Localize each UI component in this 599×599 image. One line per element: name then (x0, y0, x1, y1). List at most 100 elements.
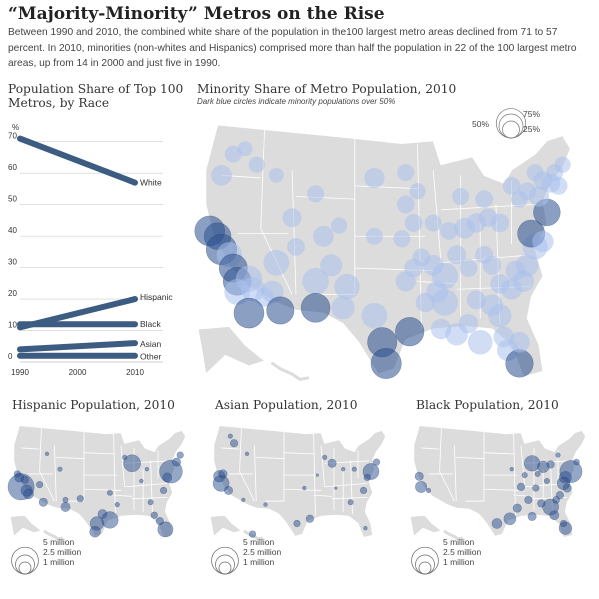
main-metro-bubble (320, 254, 343, 277)
main-metro-bubble (510, 190, 528, 208)
main-metro-bubble (334, 273, 360, 300)
asian-metro-bubble (305, 514, 314, 523)
hispanic-legend-circle-1-million (18, 561, 32, 575)
hispanic-metro-bubble (172, 457, 182, 467)
x-tick-label-2000: 2000 (69, 368, 87, 377)
hispanic-metro-bubble (159, 486, 168, 495)
legend-circle-75 (495, 108, 527, 139)
hispanic-state-border (83, 452, 114, 455)
x-tick-label-1990: 1990 (11, 368, 29, 377)
asian-state-border (332, 497, 368, 500)
asian-metro-bubble (302, 485, 307, 491)
main-state-border (260, 127, 266, 229)
black-metro-bubble (555, 452, 561, 458)
minority-legend: 75% 50% 25% (472, 108, 540, 139)
hispanic-legend-label-1-million: 1 million (43, 557, 74, 567)
y-tick-label-60: 60 (8, 163, 17, 172)
main-metro-bubble (458, 314, 479, 334)
asian-metro-bubble (293, 519, 301, 528)
hispanic-metro-bubble (139, 478, 144, 484)
black-metro-bubble (559, 519, 568, 528)
main-hawaii (271, 362, 310, 381)
main-metro-bubble (395, 317, 425, 347)
black-metro-bubble (562, 483, 572, 493)
black-metro-bubble (549, 510, 560, 521)
hispanic-state-border (120, 445, 126, 487)
y-tick-label-0: 0 (8, 352, 13, 361)
black-alaska (409, 514, 443, 538)
black-map-shapes (409, 424, 587, 541)
black-hawaii (443, 530, 464, 541)
main-metro-bubble (447, 245, 467, 265)
main-metro-bubble (554, 156, 571, 173)
hispanic-metro-bubble (20, 475, 29, 484)
hispanic-metro-bubble (38, 497, 48, 507)
black-metro-bubble (527, 511, 537, 521)
black-metro-bubble (534, 470, 541, 477)
hispanic-state-border (39, 426, 42, 472)
asian-state-border (239, 471, 255, 502)
asian-metro-bubble (341, 466, 346, 472)
asian-metro-bubble (263, 502, 268, 507)
asian-legend-label-2-5-million: 2.5 million (243, 547, 282, 557)
hispanic-metro-bubble (122, 454, 128, 461)
main-metro-bubble (302, 268, 329, 295)
main-metro-bubble (266, 296, 295, 325)
hispanic-metro-bubble (157, 521, 174, 538)
asian-bubbles (212, 433, 381, 538)
main-state-border (354, 185, 418, 189)
asian-metro-bubble (347, 499, 354, 506)
asian-metro-bubble (351, 466, 357, 472)
hispanic-metro-bubble (114, 501, 120, 508)
asian-metro-bubble (315, 473, 319, 477)
legend-label-25: 25% (523, 124, 540, 134)
black-legend-label-1-million: 1 million (443, 557, 474, 567)
main-metro-bubble (364, 167, 385, 189)
asian-state-border (239, 426, 242, 472)
main-metro-bubble (237, 141, 253, 157)
legend-circle-25 (502, 120, 520, 139)
y-tick-label-50: 50 (8, 195, 17, 204)
asian-metro-bubble (359, 486, 368, 495)
asian-legend-circle-1-million (218, 561, 232, 575)
series-line-asian (17, 340, 138, 353)
hispanic-metro-bubble (123, 454, 141, 473)
hispanic-state-border (113, 494, 133, 497)
hispanic-metro-bubble (76, 495, 84, 503)
legend-label-50: 50% (472, 119, 489, 129)
asian-state-border (254, 445, 257, 502)
black-metro-bubble (415, 480, 428, 493)
black-metro-bubble (524, 495, 533, 504)
main-metro-bubble (393, 230, 411, 248)
hispanic-state-border (21, 447, 40, 450)
legend-circle-50 (498, 113, 524, 139)
hispanic-metro-bubble (89, 526, 101, 538)
series-label-other: Other (140, 352, 161, 362)
hispanic-metro-bubble (147, 499, 154, 506)
main-metro-bubble (248, 156, 265, 173)
hispanic-legend-circle-5-million (11, 546, 39, 575)
main-metro-bubble (439, 222, 458, 240)
black-metro-bubble (546, 460, 555, 469)
black-state-border (513, 433, 516, 517)
black-metro-bubble (573, 458, 580, 466)
main-metro-bubble (516, 254, 539, 277)
hispanic-hawaii (43, 530, 64, 541)
black-state-border (456, 457, 485, 459)
series-label-asian: Asian (140, 339, 162, 349)
race-share-line-chart: % 0 10 20 30 40 50 60 70 1990 2000 2010 White Hispani… (8, 123, 173, 377)
y-axis-unit-label: % (12, 123, 19, 132)
main-metro-bubble (452, 188, 470, 205)
main-metro-bubble (490, 274, 510, 294)
main-metro-bubble (488, 304, 512, 328)
main-metro-bubble (467, 329, 493, 355)
main-metro-bubble (307, 185, 325, 203)
black-metro-bubble (537, 499, 546, 508)
black-metro-bubble (509, 466, 514, 472)
main-metro-bubble (431, 289, 459, 316)
main-metro-bubble (331, 296, 355, 320)
main-metro-bubble (255, 287, 275, 307)
main-metro-bubble (211, 164, 232, 186)
